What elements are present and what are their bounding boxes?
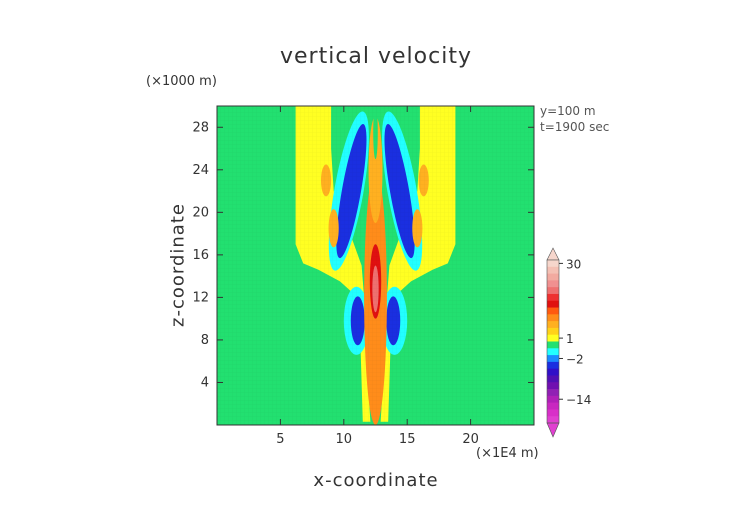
- colorbar-band: [547, 314, 559, 322]
- x-axis-label: x-coordinate: [313, 470, 439, 491]
- x-axis-unit: (×1E4 m): [476, 446, 539, 461]
- colorbar-band: [547, 334, 559, 342]
- colorbar-label: 30: [566, 257, 581, 271]
- colorbar-top-arrow: [546, 247, 560, 261]
- x-tick-label: 5: [276, 432, 284, 447]
- y-tick-label: 8: [201, 333, 209, 348]
- colorbar-band: [547, 348, 559, 356]
- colorbar-band: [547, 389, 559, 397]
- y-tick-label: 16: [192, 248, 209, 263]
- colorbar-band: [547, 266, 559, 274]
- colorbar-band: [547, 280, 559, 288]
- x-tick-label: 10: [336, 432, 353, 447]
- colorbar-band: [547, 300, 559, 308]
- y-tick-label: 24: [192, 163, 209, 178]
- colorbar-bottom-arrow: [546, 422, 560, 438]
- y-axis-unit: (×1000 m): [146, 74, 217, 89]
- colorbar-band: [547, 416, 559, 424]
- colorbar-band: [547, 341, 559, 349]
- colorbar-band: [547, 402, 559, 410]
- heatmap-texture: [217, 106, 534, 425]
- plot-area: [217, 106, 534, 425]
- colorbar-band: [547, 368, 559, 376]
- colorbar-band: [547, 327, 559, 336]
- colorbar-label: −2: [566, 352, 584, 366]
- x-tick-label: 15: [399, 432, 416, 447]
- y-tick-label: 20: [192, 205, 209, 220]
- colorbar-band: [547, 355, 559, 363]
- colorbar-band: [547, 273, 559, 281]
- colorbar-band: [547, 409, 559, 417]
- y-tick-label: 12: [192, 290, 209, 305]
- colorbar-band: [547, 293, 559, 302]
- colorbar-band: [547, 260, 559, 268]
- annotation-y-position: y=100 m: [540, 104, 596, 118]
- colorbar-band: [547, 321, 559, 329]
- axes: 5 10 15 20 4 8 12 16 20 24 28: [192, 105, 535, 447]
- chart-title: vertical velocity: [279, 44, 472, 69]
- x-tick-label: 20: [462, 432, 479, 447]
- colorbar-frame: [546, 259, 560, 424]
- colorbar-band: [547, 382, 559, 390]
- colorbar-label: −14: [566, 393, 591, 407]
- colorbar-band: [547, 307, 559, 315]
- colorbar-band: [547, 375, 559, 383]
- colorbar-band: [547, 395, 559, 404]
- y-tick-label: 28: [192, 120, 209, 135]
- colorbar-label: 1: [566, 332, 574, 346]
- colorbar: 30 1 −2 −14: [546, 247, 591, 438]
- plot-frame: [216, 105, 535, 426]
- y-tick-label: 4: [201, 375, 209, 390]
- colorbar-band: [547, 361, 559, 370]
- colorbar-band: [547, 287, 559, 295]
- annotation-time: t=1900 sec: [540, 120, 610, 134]
